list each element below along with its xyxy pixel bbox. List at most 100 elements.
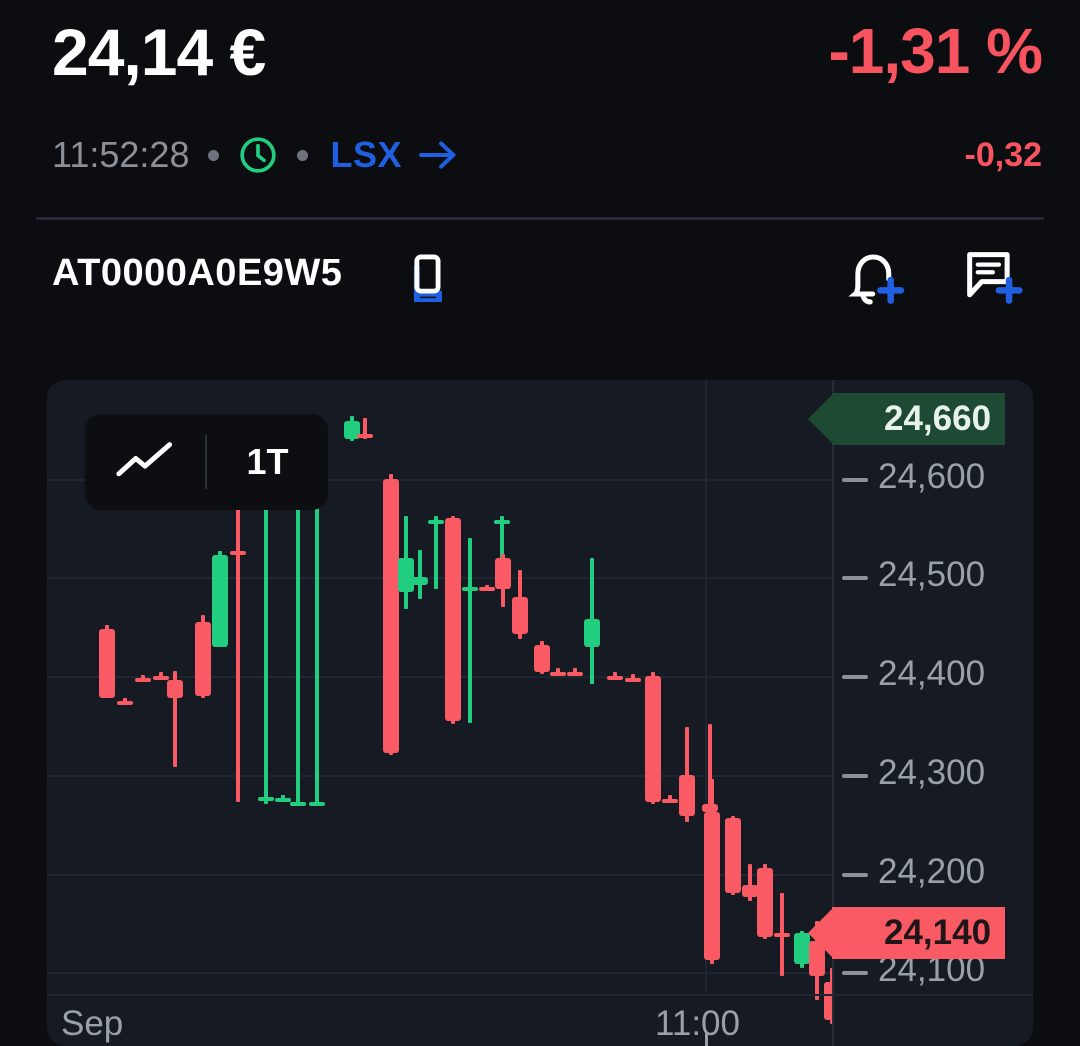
candle-body (344, 421, 360, 440)
x-axis-tick (705, 1032, 708, 1046)
gridline-horizontal (47, 676, 832, 679)
candle-wick (264, 417, 268, 805)
candle-body (258, 796, 274, 801)
candle-body (357, 434, 373, 439)
header-divider (36, 217, 1044, 220)
absolute-change: -0,32 (964, 136, 1043, 174)
candle-body (445, 518, 461, 721)
gridline-horizontal (47, 577, 832, 580)
venue-link-label[interactable]: LSX (330, 134, 402, 175)
candle-wick (613, 672, 617, 681)
candle-body (550, 672, 566, 677)
candle-body (290, 802, 306, 807)
candle-wick (556, 668, 560, 677)
time-axis: Sep 11:00 (47, 994, 1033, 1046)
candle-body (607, 676, 623, 681)
chart-toolbar[interactable]: 1T (85, 414, 328, 510)
price-axis-label: 24,400 (878, 654, 986, 694)
candle-body (99, 628, 115, 698)
candle-wick (708, 723, 712, 831)
candle-wick (573, 668, 577, 677)
gridline-horizontal (47, 774, 832, 777)
quote-meta-row: 11:52:28 LSX (52, 130, 458, 180)
candle-body (512, 597, 528, 634)
gridline-horizontal (47, 873, 832, 876)
candle-body (704, 812, 720, 961)
candlestick-plot[interactable] (47, 380, 853, 1046)
candle-body (679, 774, 695, 817)
price-axis-tick (842, 872, 868, 877)
candle-wick (236, 419, 240, 803)
candle-wick (363, 417, 367, 440)
price-axis-tick (842, 477, 868, 482)
candle-wick (434, 516, 438, 590)
gridline-horizontal (47, 478, 832, 481)
add-note-icon[interactable] (963, 250, 1025, 306)
candle-body (117, 700, 133, 705)
candle-body (494, 520, 510, 525)
instrument-row: AT0000A0E9W5 (0, 232, 1080, 342)
price-chart[interactable]: 24,600 24,500 24,400 24,300 24,200 24,100 24,6… (47, 380, 1033, 1046)
toolbar-divider (205, 435, 207, 489)
candle-body (135, 678, 151, 683)
candle-body (625, 678, 641, 683)
candle-wick (159, 672, 163, 681)
candle-body (212, 554, 228, 647)
isin-label: AT0000A0E9W5 (52, 252, 343, 294)
candle-wick (468, 537, 472, 724)
candle-wick (500, 516, 504, 590)
candle-body (275, 797, 291, 802)
current-price: 24,14 € (52, 15, 266, 89)
chart-type-button[interactable] (85, 440, 205, 485)
candle-body (774, 932, 790, 937)
high-price-badge: 24,660 (807, 393, 1006, 446)
separator-dot (208, 149, 220, 161)
last-price-badge: 24,140 (807, 906, 1006, 959)
price-axis-label: 24,300 (878, 752, 986, 792)
gridline-vertical (705, 380, 707, 992)
add-price-alert-icon[interactable] (845, 250, 907, 306)
price-axis-tick (842, 971, 868, 976)
line-chart-icon (114, 440, 176, 485)
price-axis-tick (842, 773, 868, 778)
gridline-horizontal (47, 972, 832, 975)
candle-body (153, 676, 169, 681)
candle-body (662, 798, 678, 803)
price-axis-label: 24,600 (878, 456, 986, 496)
candle-body (495, 557, 511, 590)
candle-body (167, 680, 183, 698)
candle-wick (296, 421, 300, 807)
interval-button[interactable]: 1T (246, 441, 289, 482)
candle-body (462, 587, 478, 592)
candle-wick (748, 863, 752, 902)
candle-body (383, 478, 399, 754)
candle-body (309, 802, 325, 807)
candle-body (479, 587, 495, 592)
axis-line (47, 994, 1033, 996)
candle-wick (173, 671, 177, 767)
candle-body (742, 885, 758, 898)
price-axis-label: 24,200 (878, 851, 986, 891)
candle-wick (315, 419, 319, 807)
arrow-right-icon[interactable] (402, 138, 458, 172)
candle-body (428, 520, 444, 525)
clock-icon (238, 135, 278, 175)
candle-body (794, 932, 810, 965)
candle-body (725, 818, 741, 894)
candle-body (584, 618, 600, 647)
copy-icon[interactable] (404, 254, 450, 305)
x-axis-label: Sep (61, 1004, 124, 1043)
quote-timestamp: 11:52:28 (52, 134, 190, 175)
candle-body (195, 621, 211, 696)
candle-body (757, 867, 773, 937)
candle-body (534, 644, 550, 673)
candle-body (412, 577, 428, 586)
candle-wick (418, 549, 422, 600)
price-axis-tick (842, 576, 868, 581)
percent-change: -1,31 % (828, 15, 1043, 87)
x-axis-label: 11:00 (655, 1004, 740, 1043)
candle-wick (631, 674, 635, 683)
price-axis-label: 24,500 (878, 555, 986, 595)
price-scale-axis[interactable]: 24,600 24,500 24,400 24,300 24,200 24,100 24,6… (807, 380, 1033, 1046)
